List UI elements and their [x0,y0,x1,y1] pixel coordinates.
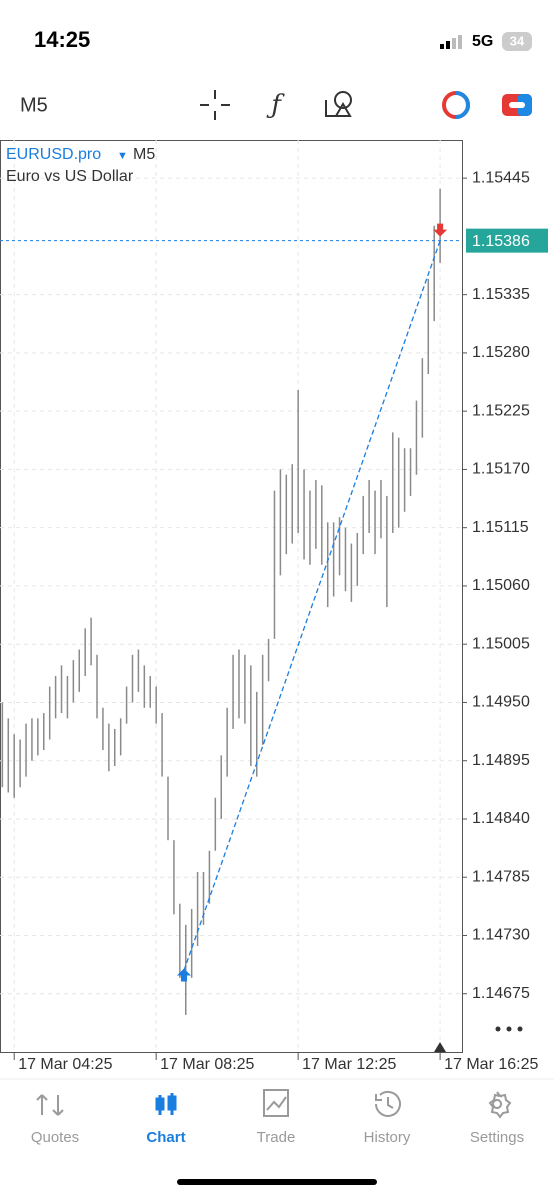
y-tick-label: 1.15445 [472,169,530,186]
chart-frame [0,140,463,1053]
y-tick-label: 1.14950 [472,694,530,711]
symbol[interactable]: EURUSD.pro [6,146,101,163]
tab-icon[interactable] [36,1094,64,1116]
tab-label[interactable]: Chart [146,1129,185,1146]
y-tick-label: 1.15225 [472,402,530,419]
trade-button[interactable] [502,94,532,116]
y-tick-label: 1.15280 [472,344,530,361]
current-price-box [466,228,548,253]
indicators-button[interactable]: ƒ [266,90,285,120]
y-tick-label: 1.14840 [472,810,530,827]
current-price-label: 1.15386 [472,233,530,250]
timeframe-button[interactable]: M5 [20,94,48,116]
chart: 1.15445 1.15335 1.15280 1.15225 1.15170 1.151… [0,140,548,1073]
tab-label[interactable]: Settings [470,1129,524,1146]
signal-icon [440,35,462,49]
y-tick-label: 1.14730 [472,927,530,944]
symbol-description: Euro vs US Dollar [6,168,134,185]
one-click-button[interactable] [442,91,470,119]
tab-label[interactable]: Quotes [31,1129,79,1146]
buy-arrow [176,968,191,982]
symbol-dropdown[interactable]: ▼ [117,150,128,162]
y-tick-label: 1.15335 [472,286,530,303]
tab-icon[interactable] [375,1090,401,1117]
battery-level: 34 [510,33,525,48]
x-tick-label: 17 Mar 12:25 [302,1056,396,1073]
battery [502,32,532,51]
network: 5G [472,33,493,50]
tab-icon[interactable] [263,1089,289,1117]
x-tick-label: 17 Mar 04:25 [18,1056,112,1073]
y-tick-label: 1.15170 [472,461,530,478]
objects-button[interactable] [325,91,352,117]
x-tick-label: 17 Mar 16:25 [444,1056,538,1073]
tab-label[interactable]: History [364,1129,411,1146]
tab-icon[interactable] [488,1091,512,1119]
tab-icon[interactable] [155,1093,177,1115]
home-indicator [177,1179,377,1185]
x-tick-label: 17 Mar 08:25 [160,1056,254,1073]
chart-timeframe: M5 [133,146,155,163]
trade-line [183,240,441,971]
more-button[interactable] [495,1026,523,1032]
sell-arrow [433,223,448,237]
y-tick-label: 1.14785 [472,868,530,885]
y-tick-label: 1.15060 [472,577,530,594]
y-tick-label: 1.14675 [472,985,530,1002]
clock: 14:25 [34,27,90,52]
y-tick-label: 1.15115 [472,519,529,536]
period-marker [434,1042,446,1052]
y-tick-label: 1.14895 [472,752,530,769]
tab-label[interactable]: Trade [257,1129,296,1146]
bottom-nav: Quotes Chart Trade History Settings [31,1089,524,1146]
y-tick-label: 1.15005 [472,635,530,652]
crosshair-button[interactable] [200,90,230,120]
